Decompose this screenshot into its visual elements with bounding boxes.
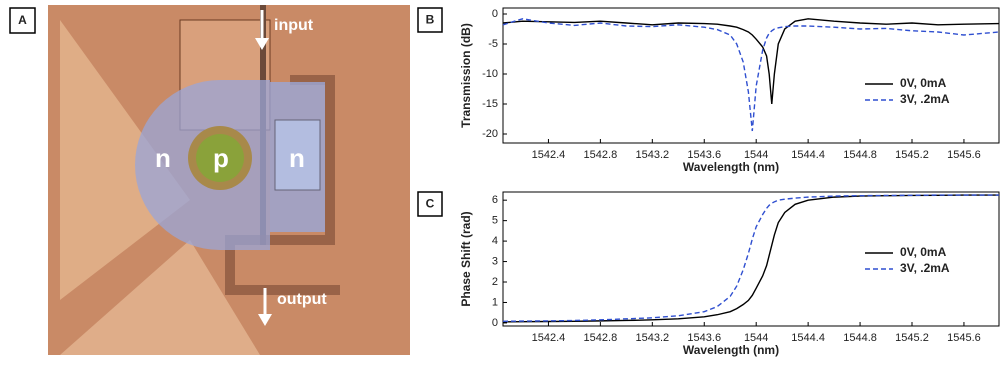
legend-label: 0V, 0mA [900,245,947,259]
x-tick-label: 1543.6 [687,332,721,344]
x-tick-label: 1542.8 [584,149,618,161]
x-tick-label: 1543.2 [635,149,669,161]
x-tick-label: 1543.2 [635,332,669,344]
y-tick-label: 2 [492,276,498,288]
data-line [502,18,1000,132]
x-tick-label: 1543.6 [687,149,721,161]
legend-label: 0V, 0mA [900,76,947,90]
panel-label: A [18,13,27,27]
x-tick-label: 1544 [744,332,768,344]
x-tick-label: 1545.6 [947,149,981,161]
panel-label: B [426,13,435,27]
y-tick-label: -10 [482,68,498,80]
y-tick-label: 6 [492,194,498,206]
region-label: n [289,143,305,173]
y-tick-label: -20 [482,128,498,140]
panel-label: C [426,197,435,211]
legend-label: 3V, .2mA [900,92,950,106]
data-line [502,194,999,322]
output-label: output [277,291,327,308]
x-tick-label: 1544.8 [843,332,877,344]
x-tick-label: 1542.4 [532,149,566,161]
region-label: n [155,143,171,173]
x-tick-label: 1545.2 [895,149,929,161]
y-tick-label: -5 [488,38,498,50]
panel-label-box [417,191,443,217]
x-tick-label: 1545.2 [895,332,929,344]
x-tick-label: 1545.6 [947,332,981,344]
input-label: input [274,17,314,34]
x-tick-label: 1544.8 [843,149,877,161]
y-tick-label: 3 [492,255,498,267]
x-axis-label: Wavelength (nm) [683,160,779,174]
x-tick-label: 1542.8 [584,332,618,344]
x-axis-label: Wavelength (nm) [683,343,779,357]
x-tick-label: 1544.4 [791,332,825,344]
x-tick-label: 1544.4 [791,149,825,161]
panel-label-box [417,7,443,33]
plot-frame [502,7,1000,144]
plot-frame [502,191,1000,327]
y-tick-label: 4 [492,235,498,247]
data-line [502,18,1000,105]
y-tick-label: -15 [482,98,498,110]
y-tick-label: 5 [492,215,498,227]
y-tick-label: 1 [492,296,498,308]
y-tick-label: 0 [492,8,498,20]
micrograph [48,5,410,355]
x-tick-label: 1544 [744,149,768,161]
panel-label-box [9,7,36,34]
region-label: p [213,143,229,173]
y-axis-label: Transmission (dB) [459,23,473,128]
x-tick-label: 1542.4 [532,332,566,344]
y-axis-label: Phase Shift (rad) [459,211,473,306]
legend-label: 3V, .2mA [900,261,950,275]
y-tick-label: 0 [492,317,498,329]
